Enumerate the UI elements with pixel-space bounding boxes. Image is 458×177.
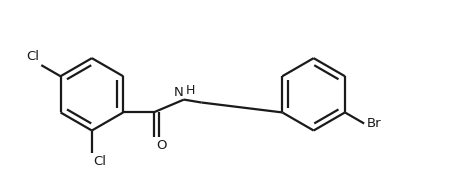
Text: H: H xyxy=(186,84,196,97)
Text: O: O xyxy=(157,139,167,152)
Text: Cl: Cl xyxy=(93,155,106,168)
Text: Cl: Cl xyxy=(26,50,39,63)
Text: N: N xyxy=(174,86,183,99)
Text: Br: Br xyxy=(366,117,381,130)
